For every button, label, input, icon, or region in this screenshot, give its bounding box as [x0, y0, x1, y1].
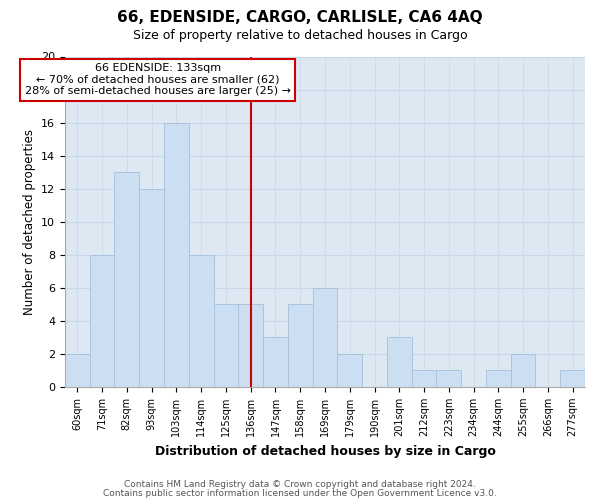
Bar	[387, 338, 412, 387]
Bar	[337, 354, 362, 387]
Bar	[65, 354, 90, 387]
X-axis label: Distribution of detached houses by size in Cargo: Distribution of detached houses by size …	[155, 444, 496, 458]
Bar	[511, 354, 535, 387]
Text: 66 EDENSIDE: 133sqm
← 70% of detached houses are smaller (62)
28% of semi-detach: 66 EDENSIDE: 133sqm ← 70% of detached ho…	[25, 63, 291, 96]
Bar	[412, 370, 436, 387]
Bar	[189, 255, 214, 387]
Text: Contains HM Land Registry data © Crown copyright and database right 2024.: Contains HM Land Registry data © Crown c…	[124, 480, 476, 489]
Bar	[436, 370, 461, 387]
Bar	[115, 172, 139, 387]
Bar	[238, 304, 263, 387]
Text: Size of property relative to detached houses in Cargo: Size of property relative to detached ho…	[133, 29, 467, 42]
Bar	[164, 122, 189, 387]
Bar	[214, 304, 238, 387]
Bar	[486, 370, 511, 387]
Text: 66, EDENSIDE, CARGO, CARLISLE, CA6 4AQ: 66, EDENSIDE, CARGO, CARLISLE, CA6 4AQ	[117, 10, 483, 25]
Y-axis label: Number of detached properties: Number of detached properties	[23, 128, 35, 314]
Bar	[139, 188, 164, 387]
Bar	[288, 304, 313, 387]
Bar	[90, 255, 115, 387]
Bar	[313, 288, 337, 387]
Bar	[263, 338, 288, 387]
Bar	[560, 370, 585, 387]
Text: Contains public sector information licensed under the Open Government Licence v3: Contains public sector information licen…	[103, 489, 497, 498]
